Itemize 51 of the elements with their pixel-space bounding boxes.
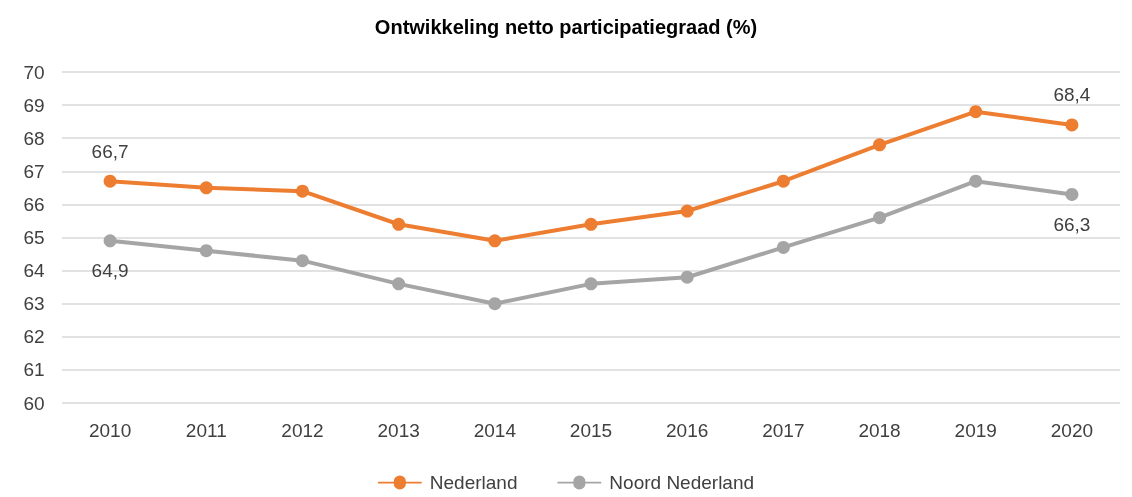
data-label: 66,7: [91, 140, 129, 162]
y-tick-label: 65: [23, 227, 45, 248]
point: [969, 174, 983, 188]
x-tick-label: 2015: [569, 420, 613, 441]
y-tick-label: 61: [23, 359, 45, 381]
point: [584, 217, 598, 231]
point: [680, 270, 694, 284]
x-tick-label: 2012: [281, 420, 324, 441]
legend-label: Nederland: [429, 472, 518, 493]
x-tick-label: 2019: [954, 420, 997, 441]
point: [488, 297, 502, 311]
x-tick-label: 2017: [762, 420, 805, 441]
point: [680, 204, 694, 218]
point: [1065, 187, 1079, 201]
point: [103, 174, 117, 188]
x-tick-label: 2018: [858, 420, 901, 441]
point: [199, 244, 213, 258]
chart-title: Ontwikkeling netto participatiegraad (%): [374, 16, 758, 38]
point: [969, 105, 983, 119]
x-tick-label: 2016: [666, 420, 709, 441]
point: [873, 211, 887, 225]
y-tick-label: 63: [23, 293, 45, 315]
point: [776, 174, 790, 188]
data-label: 64,9: [91, 260, 129, 282]
y-tick-label: 68: [23, 127, 45, 149]
point: [199, 181, 213, 195]
x-tick-label: 2014: [473, 420, 517, 441]
point: [584, 277, 598, 291]
point: [295, 254, 309, 268]
y-tick-label: 70: [23, 61, 45, 83]
y-tick-label: 64: [23, 260, 45, 282]
y-tick-label: 67: [23, 160, 45, 182]
y-tick-label: 60: [23, 392, 45, 414]
x-tick-label: 2011: [185, 420, 227, 441]
point: [488, 234, 502, 248]
point: [873, 138, 887, 152]
data-label: 66,3: [1053, 213, 1091, 235]
y-tick-label: 69: [23, 94, 45, 116]
y-tick-label: 66: [23, 193, 45, 215]
x-tick-label: 2013: [377, 420, 420, 441]
point: [103, 234, 117, 248]
x-tick-label: 2010: [88, 420, 132, 441]
legend-label: Noord Nederland: [609, 472, 755, 493]
x-tick-label: 2020: [1050, 420, 1094, 441]
point: [392, 277, 406, 291]
point: [1065, 118, 1079, 132]
data-label: 68,4: [1053, 84, 1091, 106]
y-tick-label: 62: [23, 326, 45, 348]
point: [392, 217, 406, 231]
point: [295, 184, 309, 198]
point: [776, 240, 790, 254]
